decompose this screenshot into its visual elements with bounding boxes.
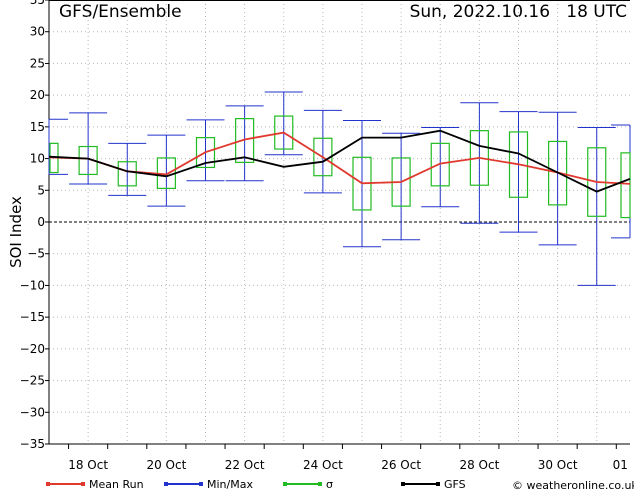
x-tick-label: 20 Oct xyxy=(146,458,186,472)
y-tick-label: 0 xyxy=(37,215,45,229)
mean-run-line xyxy=(48,131,631,185)
legend-marker xyxy=(164,482,168,486)
legend-marker xyxy=(318,482,322,486)
sigma-box xyxy=(430,142,450,187)
x-tick-label: 28 Oct xyxy=(459,458,499,472)
y-axis-label: SOI Index xyxy=(7,196,25,268)
y-tick-label: −35 xyxy=(20,437,45,451)
legend-label-gfs: GFS xyxy=(444,478,466,490)
x-tick-label: 01 xyxy=(613,458,628,472)
sigma-box xyxy=(117,161,137,187)
sigma-box xyxy=(195,137,216,169)
plot-area: −35 −30 −25 −20 −15 −10 −5 0 5 10 15 20 25 30 35 18 Oct… xyxy=(20,0,631,472)
sigma-box xyxy=(620,152,631,219)
sigma-box xyxy=(78,145,98,176)
sigma-box xyxy=(548,140,568,206)
legend-label-mean: Mean Run xyxy=(89,478,144,490)
y-tick-label: 10 xyxy=(30,152,45,166)
y-tick-label: −30 xyxy=(20,405,45,419)
legend-marker xyxy=(436,482,440,486)
x-tick-label: 30 Oct xyxy=(538,458,578,472)
y-tick-label: −25 xyxy=(20,374,45,388)
legend-marker xyxy=(283,482,287,486)
chart-title: GFS/Ensemble xyxy=(59,2,182,22)
legend-marker xyxy=(46,482,50,486)
legend-marker xyxy=(401,482,405,486)
legend-marker xyxy=(81,482,85,486)
y-tick-label: 25 xyxy=(30,56,45,70)
y-tick-label: 20 xyxy=(30,88,45,102)
x-tick-label: 24 Oct xyxy=(303,458,343,472)
sigma-box xyxy=(469,130,489,186)
sigma-box xyxy=(235,118,255,163)
y-tick-label: 30 xyxy=(30,25,45,39)
y-tick-label: −10 xyxy=(20,278,45,292)
x-tick-label: 18 Oct xyxy=(68,458,108,472)
sigma-box xyxy=(508,131,529,198)
x-tick-label: 26 Oct xyxy=(381,458,421,472)
x-tick-label: 22 Oct xyxy=(225,458,265,472)
y-tick-label: −15 xyxy=(20,310,45,324)
y-tick-label: −5 xyxy=(27,247,45,261)
legend-label-sigma: σ xyxy=(326,478,333,490)
legend-label-minmax: Min/Max xyxy=(207,478,253,490)
sigma-box xyxy=(274,115,294,150)
legend-marker xyxy=(199,482,203,486)
y-tick-label: 35 xyxy=(30,0,45,7)
credit-text: © weatheronline.co.uk xyxy=(512,479,634,490)
gfs-line xyxy=(48,129,631,193)
legend: Mean Run Min/Max σ GFS xyxy=(46,478,466,490)
y-tick-label: 15 xyxy=(30,120,45,134)
y-tick-label: −20 xyxy=(20,342,45,356)
y-tick-label: 5 xyxy=(37,183,45,197)
